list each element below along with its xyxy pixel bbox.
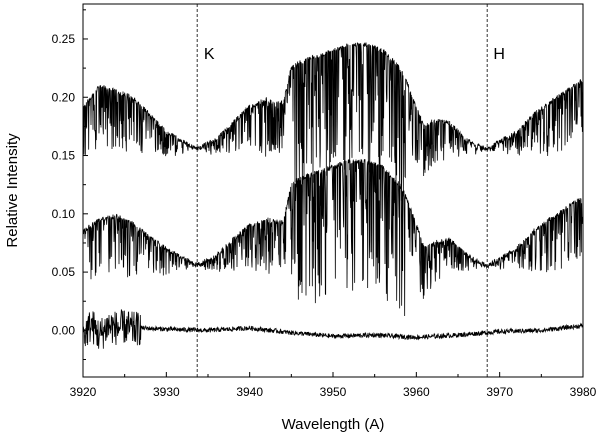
y-tick-label: 0.05 [52, 265, 76, 279]
spectrum-series-1 [82, 42, 584, 201]
y-tick-label: 0.25 [52, 32, 76, 46]
y-axis: 0.00 0.05 0.10 0.15 0.20 0.25 [52, 9, 88, 361]
x-tick-label: 3940 [236, 385, 263, 399]
spectrum-series-2 [82, 159, 584, 317]
reference-label-K: K [204, 46, 215, 63]
reference-label-H: H [493, 46, 505, 63]
y-tick-label: 0.00 [52, 323, 76, 337]
y-tick-label: 0.15 [52, 149, 76, 163]
spectrum-series-3 [82, 308, 584, 354]
x-axis: 3920 3930 3940 3950 3960 3970 3980 [70, 372, 597, 399]
x-tick-label: 3980 [570, 385, 597, 399]
x-tick-label: 3930 [153, 385, 180, 399]
series-layer [82, 42, 584, 354]
y-axis-title: Relative Intensity [4, 133, 21, 248]
y-tick-label: 0.10 [52, 207, 76, 221]
x-tick-label: 3920 [70, 385, 97, 399]
y-tick-label: 0.20 [52, 90, 76, 104]
x-tick-label: 3970 [486, 385, 513, 399]
x-tick-label: 3950 [320, 385, 347, 399]
x-axis-title: Wavelength (A) [282, 416, 385, 433]
x-tick-label: 3960 [403, 385, 430, 399]
